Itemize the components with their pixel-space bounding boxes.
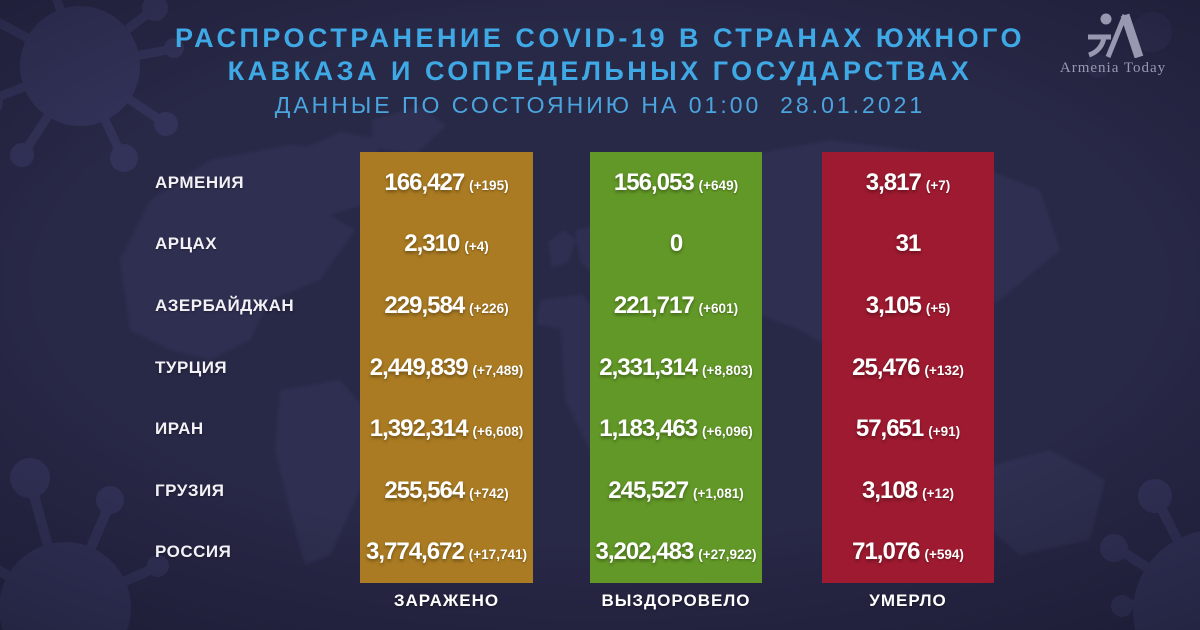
deaths-value: 31 xyxy=(895,230,922,258)
armenia-today-logo-icon xyxy=(1088,13,1144,58)
armenia-today-logo-text: Armenia Today xyxy=(1059,60,1167,76)
recovered-value: 2,331,314 (+8,803) xyxy=(599,353,753,381)
infected-value: 1,392,314 (+6,608) xyxy=(369,415,524,443)
country-label: АРЦАХ xyxy=(155,234,218,254)
table-row: ИРАН 1,392,314 (+6,608) 1,183,463 (+6,096)… xyxy=(0,398,1200,460)
deaths-value: 3,817 (+7) xyxy=(865,168,951,196)
armenia-today-logo: Armenia Today xyxy=(1048,10,1178,77)
deaths-value: 71,076 (+594) xyxy=(852,538,964,566)
infected-value: 229,584 (+226) xyxy=(384,291,509,319)
table-row: ТУРЦИЯ 2,449,839 (+7,489) 2,331,314 (+8,80… xyxy=(0,337,1200,399)
deaths-column-label: УМЕРЛО xyxy=(869,591,947,610)
recovered-value: 156,053 (+649) xyxy=(613,168,739,196)
page-title-line1: РАСПРОСТРАНЕНИЕ COVID-19 В СТРАНАХ ЮЖНОГ… xyxy=(175,23,1025,53)
page-title-line2: КАВКАЗА И СОПРЕДЕЛЬНЫХ ГОСУДАРСТВАХ xyxy=(227,56,973,86)
infected-value: 3,774,672 (+17,741) xyxy=(366,538,527,566)
country-label: РОССИЯ xyxy=(155,542,232,562)
country-label: АЗЕРБАЙДЖАН xyxy=(155,295,295,315)
infected-column-label: ЗАРАЖЕНО xyxy=(393,591,500,610)
table-row: АЗЕРБАЙДЖАН 229,584 (+226) 221,717 (+601) … xyxy=(0,275,1200,337)
country-label: ГРУЗИЯ xyxy=(155,480,225,500)
infected-value: 2,449,839 (+7,489) xyxy=(369,353,524,381)
infected-value: 2,310 (+4) xyxy=(404,230,489,258)
recovered-column-label: ВЫЗДОРОВЕЛО xyxy=(601,591,751,610)
table-row: АРЦАХ 2,310 (+4) 0 31 xyxy=(0,214,1200,276)
country-label: ИРАН xyxy=(155,419,204,439)
table-row: АРМЕНИЯ 166,427 (+195) 156,053 (+649) 3,81… xyxy=(0,152,1200,214)
covid-table: АРМЕНИЯ 166,427 (+195) 156,053 (+649) 3,81… xyxy=(0,152,1200,583)
deaths-value: 57,651 (+91) xyxy=(855,415,961,443)
country-label: ТУРЦИЯ xyxy=(155,357,228,377)
country-label: АРМЕНИЯ xyxy=(155,172,245,192)
table-row: РОССИЯ 3,774,672 (+17,741) 3,202,483 (+27,… xyxy=(0,521,1200,583)
deaths-value: 3,105 (+5) xyxy=(865,291,951,319)
deaths-value: 3,108 (+12) xyxy=(862,476,954,504)
recovered-value: 0 xyxy=(669,230,683,258)
table-row: ГРУЗИЯ 255,564 (+742) 245,527 (+1,081) 3,1… xyxy=(0,460,1200,522)
deaths-value: 25,476 (+132) xyxy=(852,353,964,381)
recovered-value: 3,202,483 (+27,922) xyxy=(595,538,757,566)
header: РАСПРОСТРАНЕНИЕ COVID-19 В СТРАНАХ ЮЖНОГ… xyxy=(0,22,1200,118)
recovered-value: 1,183,463 (+6,096) xyxy=(599,415,753,443)
infected-value: 166,427 (+195) xyxy=(384,168,509,196)
column-labels: ЗАРАЖЕНО ВЫЗДОРОВЕЛО УМЕРЛО xyxy=(0,591,1200,613)
infected-value: 255,564 (+742) xyxy=(384,476,509,504)
recovered-value: 221,717 (+601) xyxy=(613,291,739,319)
page-subtitle: ДАННЫЕ ПО СОСТОЯНИЮ НА 01:00 28.01.2021 xyxy=(274,92,926,118)
recovered-value: 245,527 (+1,081) xyxy=(608,476,744,504)
